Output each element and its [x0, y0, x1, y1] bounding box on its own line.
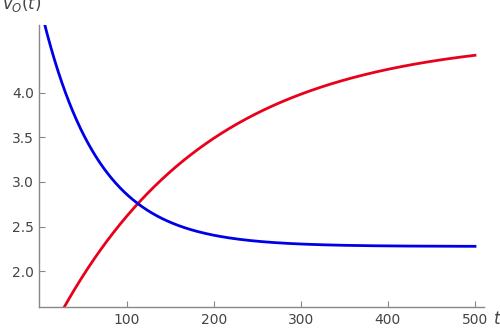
X-axis label: $t$: $t$: [492, 310, 500, 328]
Y-axis label: $v_O(t)$: $v_O(t)$: [2, 0, 42, 14]
